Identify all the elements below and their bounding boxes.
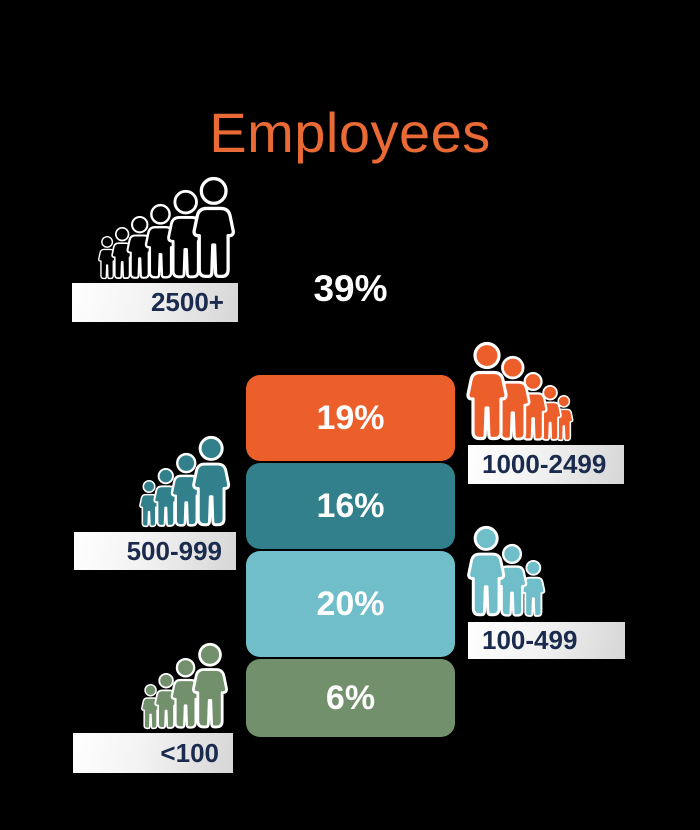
person-icon <box>139 479 159 528</box>
bar-500-999: 16% <box>246 463 455 549</box>
range-label-sub100: <100 <box>73 733 233 773</box>
range-label-1000-2499: 1000-2499 <box>468 445 624 484</box>
person-icon <box>554 394 574 442</box>
people-icons-1000-2499 <box>464 341 584 442</box>
person-icon <box>192 176 236 279</box>
percent-value-2500plus: 39% <box>313 268 388 309</box>
range-label-text: <100 <box>160 737 219 768</box>
person-icon <box>126 215 153 279</box>
range-label-100-499: 100-499 <box>468 622 625 659</box>
bar-1000-2499: 19% <box>246 375 455 461</box>
chart-title: Employees <box>209 101 491 164</box>
bar-100-499: 20% <box>246 551 455 657</box>
range-label-500-999: 500-999 <box>74 532 236 570</box>
people-icons-sub100 <box>140 642 235 730</box>
range-label-text: 100-499 <box>482 625 578 655</box>
range-label-text: 1000-2499 <box>482 449 607 479</box>
people-icons-2500plus <box>97 176 242 280</box>
people-icons-100-499 <box>465 525 555 618</box>
person-icon <box>467 525 506 617</box>
person-icon <box>153 467 178 527</box>
people-icons-500-999 <box>138 435 238 528</box>
person-icon <box>497 543 528 617</box>
bar-value: 20% <box>316 584 385 623</box>
person-icon <box>191 642 228 729</box>
person-icon <box>192 435 231 527</box>
bar-sub100: 6% <box>246 659 455 737</box>
bar-value: 19% <box>316 398 385 437</box>
range-label-text: 2500+ <box>150 287 224 317</box>
person-icon <box>466 341 508 441</box>
person-icon <box>170 452 202 527</box>
range-label-2500plus: 2500+ <box>72 283 238 322</box>
bar-value: 16% <box>316 486 385 525</box>
person-icon <box>494 355 531 441</box>
range-label-text: 500-999 <box>126 535 222 566</box>
bar-value: 6% <box>325 678 376 717</box>
